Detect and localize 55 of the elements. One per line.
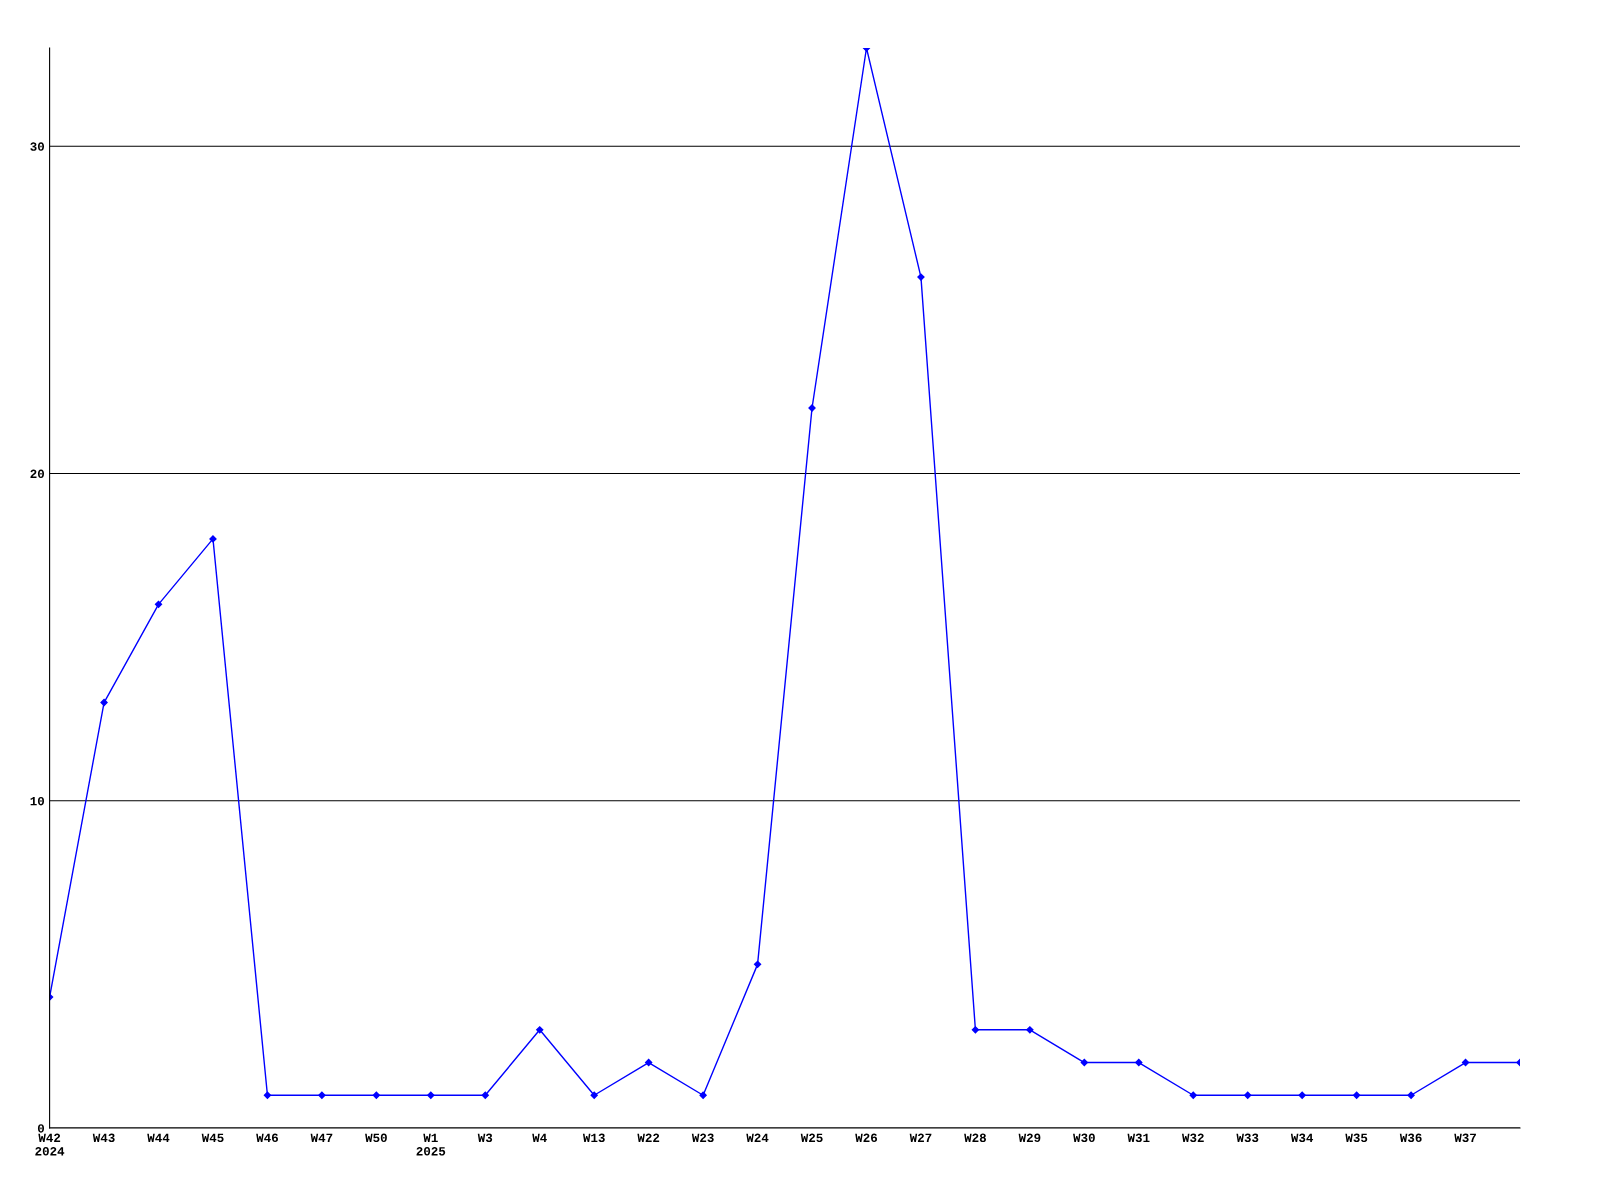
x-tick-label: W47 xyxy=(310,1133,333,1142)
x-tick-label: W32 xyxy=(1181,1133,1204,1143)
x-tick-label: W24 xyxy=(746,1133,769,1142)
x-tick-label: W30 xyxy=(1073,1133,1095,1143)
x-tick-label: W26 xyxy=(855,1133,878,1143)
point xyxy=(1298,1091,1306,1099)
x-tick-label: W1 2025 xyxy=(416,1133,446,1156)
x-tick-label: W22 xyxy=(637,1133,660,1142)
point xyxy=(645,1058,653,1067)
x-tick-label: W27 xyxy=(909,1133,932,1142)
point xyxy=(154,600,163,609)
x-tick-label: W13 xyxy=(582,1133,605,1143)
x-tick-label: W44 xyxy=(147,1133,170,1142)
x-tick-label: W45 xyxy=(201,1133,224,1143)
x-tick-label: W28 xyxy=(964,1133,986,1143)
point xyxy=(481,1091,489,1099)
x-tick-label: W35 xyxy=(1345,1133,1368,1143)
point xyxy=(753,960,762,969)
point xyxy=(1352,1091,1361,1099)
point xyxy=(427,1091,435,1099)
x-tick-label: W31 xyxy=(1127,1133,1150,1143)
y-tick-label: 0 xyxy=(37,1124,45,1133)
x-tick-label: W25 xyxy=(800,1133,823,1143)
point xyxy=(1244,1091,1252,1099)
point xyxy=(209,535,217,543)
x-tick-label: W36 xyxy=(1399,1133,1422,1143)
point xyxy=(1461,1058,1470,1067)
y-tick-label: 20 xyxy=(30,469,45,479)
point xyxy=(1135,1058,1143,1067)
point xyxy=(971,1026,980,1034)
point xyxy=(1026,1026,1034,1034)
x-tick-label: W3 xyxy=(477,1133,493,1143)
x-tick-label: W4 xyxy=(532,1133,547,1142)
point xyxy=(590,1091,598,1099)
point xyxy=(263,1091,272,1099)
x-tick-label: W23 xyxy=(691,1133,714,1143)
point xyxy=(100,698,108,707)
point xyxy=(1189,1091,1197,1099)
x-tick-label: W29 xyxy=(1018,1133,1041,1143)
point xyxy=(1407,1091,1415,1099)
x-tick-label: W42 2024 xyxy=(35,1133,65,1156)
x-tick-label: W37 xyxy=(1454,1133,1476,1143)
point xyxy=(1080,1058,1088,1067)
point xyxy=(699,1091,707,1099)
y-tick-label: 30 xyxy=(30,142,45,151)
x-tick-label: W34 xyxy=(1290,1133,1314,1143)
point xyxy=(917,273,925,281)
x-tick-label: W33 xyxy=(1236,1133,1259,1143)
point xyxy=(536,1026,544,1034)
x-tick-label: W46 xyxy=(256,1133,278,1143)
point xyxy=(372,1091,380,1099)
x-tick-label: W50 xyxy=(365,1133,387,1143)
y-tick-label: 10 xyxy=(30,796,45,806)
x-tick-label: W43 xyxy=(92,1133,115,1143)
point xyxy=(318,1091,326,1099)
